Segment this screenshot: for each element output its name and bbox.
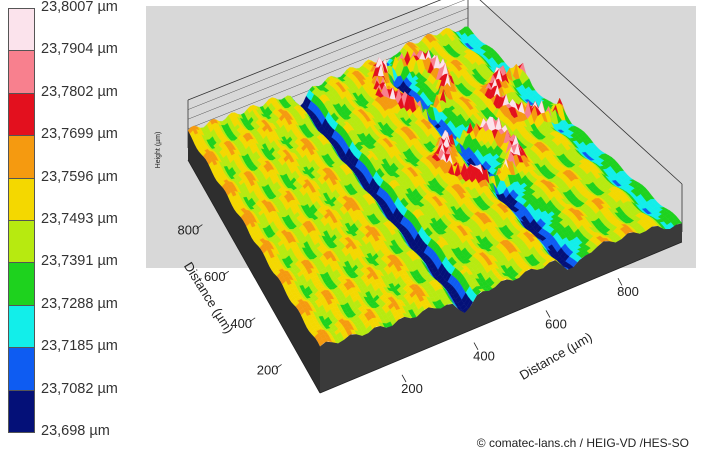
colorbar-tick-label: 23,7493 µm (41, 211, 118, 227)
surface-mesh (187, 26, 683, 347)
colorbar-tick-label: 23,7082 µm (41, 380, 118, 397)
box-gridline (187, 0, 466, 110)
colorbar-swatch (8, 304, 35, 349)
colorbar-tick-label: 23,7596 µm (41, 168, 118, 185)
colorbar-swatch (8, 135, 35, 179)
colorbar-tick-label: 23,7185 µm (41, 338, 118, 355)
box-gridline (187, 8, 469, 120)
colorbar-tick-label: 23,698 µm (41, 423, 110, 439)
colorbar-swatch (8, 220, 35, 264)
box-edge (187, 0, 442, 101)
colorbar-tick-label: 23,7802 µm (41, 83, 118, 100)
colorbar-swatch (8, 8, 35, 52)
colorbar-tick-label: 23,8007 µm (41, 0, 118, 15)
colorbar-swatch (8, 50, 35, 94)
colorbar-swatch (8, 262, 35, 306)
colorbar-tick-label: 23,7699 µm (41, 126, 118, 143)
colorbar-tick-label: 23,7288 µm (41, 295, 118, 312)
colorbar-tick-label: 23,7391 µm (41, 253, 118, 270)
colorbar-swatch (8, 347, 35, 391)
colorbar-legend: 23,8007 µm 23,7904 µm 23,7802 µm 23,7699 µm… (0, 0, 145, 465)
box-gridline (187, 17, 469, 129)
colorbar-swatch (8, 389, 35, 433)
colorbar-tick-label: 23,7904 µm (41, 41, 118, 58)
box-edge (479, 0, 683, 185)
